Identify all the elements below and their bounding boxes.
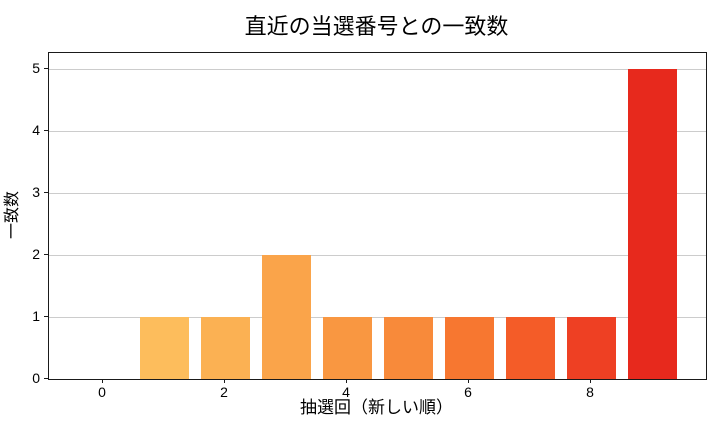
y-tick-label-4: 4	[32, 122, 40, 138]
x-tick-label-8: 8	[586, 384, 594, 400]
bar-category-9	[627, 69, 677, 379]
gridline-y-4	[49, 131, 706, 132]
bar-category-1	[139, 317, 189, 379]
y-tick-mark-4	[44, 130, 48, 131]
y-tick-mark-2	[44, 254, 48, 255]
gridline-y-5	[49, 69, 706, 70]
y-tick-mark-1	[44, 316, 48, 317]
x-tick-mark-6	[468, 379, 469, 383]
y-tick-mark-3	[44, 192, 48, 193]
x-tick-mark-4	[346, 379, 347, 383]
x-tick-mark-2	[224, 379, 225, 383]
x-tick-mark-8	[590, 379, 591, 383]
y-tick-label-3: 3	[32, 184, 40, 200]
y-tick-mark-0	[44, 378, 48, 379]
y-tick-mark-5	[44, 68, 48, 69]
bar-category-3	[261, 255, 311, 379]
gridline-y-1	[49, 317, 706, 318]
y-tick-label-1: 1	[32, 308, 40, 324]
x-axis-label: 抽選回（新しい順）	[300, 398, 453, 417]
gridline-y-2	[49, 255, 706, 256]
gridline-y-3	[49, 193, 706, 194]
x-tick-mark-0	[102, 379, 103, 383]
bar-category-7	[505, 317, 555, 379]
bar-category-5	[383, 317, 433, 379]
y-tick-label-0: 0	[32, 370, 40, 386]
bar-category-4	[322, 317, 372, 379]
bar-category-2	[200, 317, 250, 379]
y-tick-label-2: 2	[32, 246, 40, 262]
bar-category-6	[444, 317, 494, 379]
x-tick-label-6: 6	[464, 384, 472, 400]
x-tick-label-4: 4	[342, 384, 350, 400]
bar-category-8	[566, 317, 616, 379]
x-tick-label-2: 2	[220, 384, 228, 400]
plot-area	[48, 52, 707, 380]
chart-title: 直近の当選番号との一致数	[244, 14, 509, 39]
y-tick-label-5: 5	[32, 60, 40, 76]
x-tick-label-0: 0	[98, 384, 106, 400]
